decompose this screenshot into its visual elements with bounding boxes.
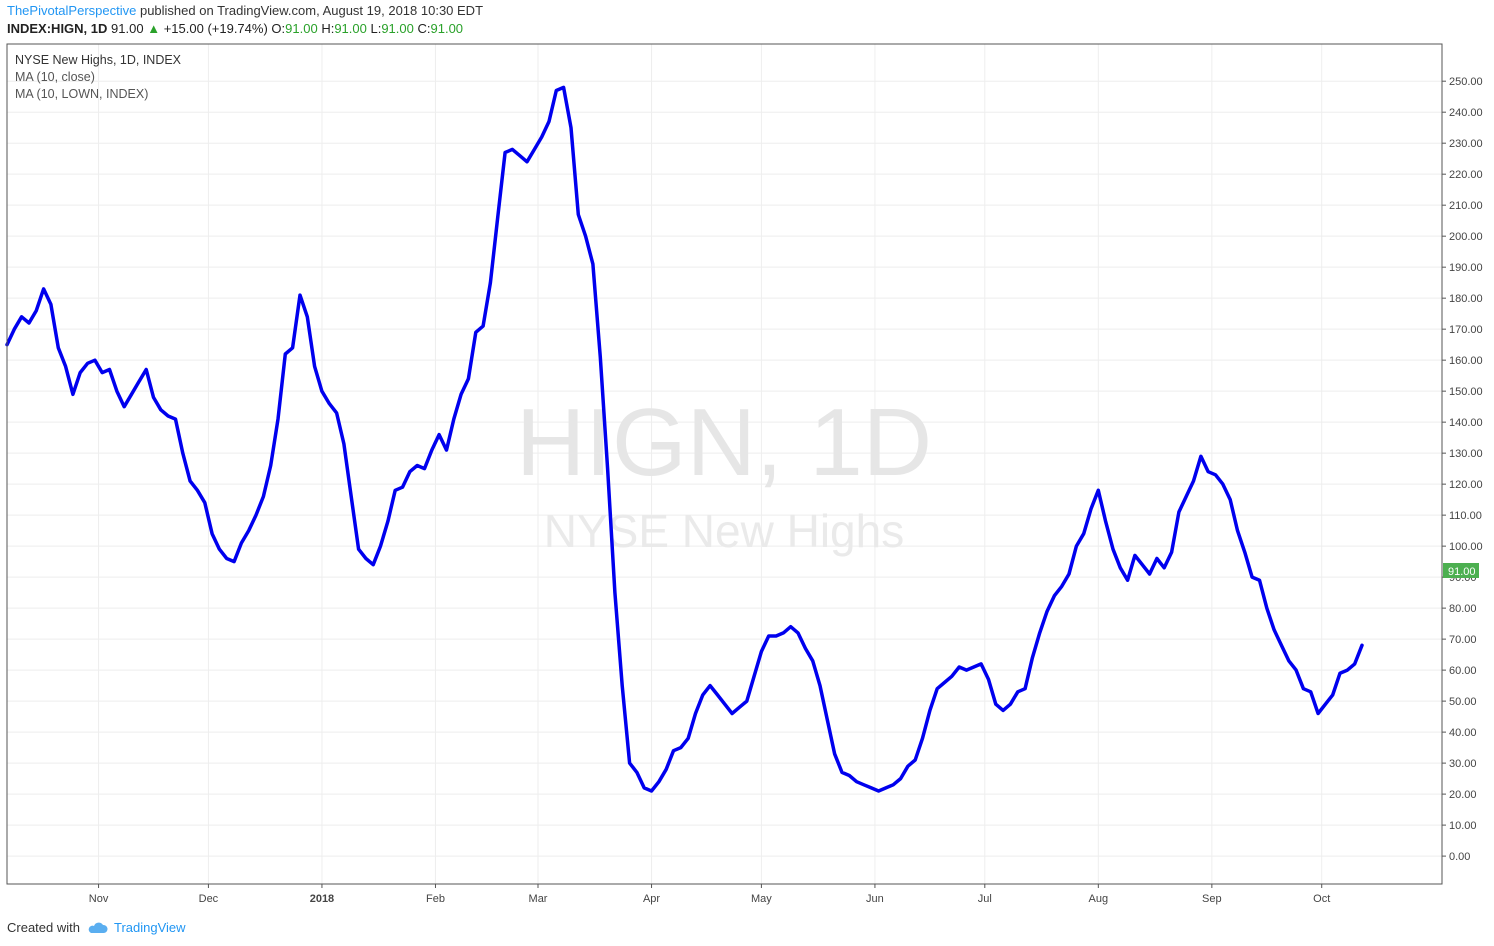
y-tick-label: 150.00 [1449, 386, 1483, 398]
x-tick-label: Apr [643, 893, 660, 905]
open-label: O: [271, 21, 286, 36]
last-price-badge: 91.00 [1443, 563, 1479, 578]
publish-info: ThePivotalPerspective published on Tradi… [7, 3, 483, 18]
y-tick-label: 70.00 [1449, 634, 1477, 646]
price-change: +15.00 (+19.74%) [163, 21, 268, 36]
y-tick-label: 140.00 [1449, 417, 1483, 429]
y-tick-label: 210.00 [1449, 200, 1483, 212]
y-tick-label: 130.00 [1449, 448, 1483, 460]
y-tick-label: 250.00 [1449, 76, 1483, 88]
y-tick-label: 220.00 [1449, 169, 1483, 181]
y-tick-label: 0.00 [1449, 851, 1470, 863]
grid-lines [7, 44, 1442, 884]
x-tick-label: Nov [89, 893, 109, 905]
price-axis[interactable]: 0.00 10.00 20.00 30.00 40.00 50.00 60.00 70.00 8… [1442, 76, 1483, 863]
x-tick-label: May [751, 893, 772, 905]
publish-text: published on TradingView.com, August 19,… [139, 3, 484, 18]
watermark: HIGN, 1D NYSE New Highs [516, 389, 932, 557]
open-value: 91.00 [285, 21, 318, 36]
y-tick-label: 40.00 [1449, 727, 1477, 739]
x-tick-label: Sep [1202, 893, 1222, 905]
author-link[interactable]: ThePivotalPerspective [7, 3, 137, 18]
x-tick-label: Dec [199, 893, 219, 905]
y-tick-label: 20.00 [1449, 789, 1477, 801]
y-tick-label: 30.00 [1449, 758, 1477, 770]
y-tick-label: 100.00 [1449, 541, 1483, 553]
y-tick-label: 230.00 [1449, 138, 1483, 150]
high-label: H: [321, 21, 335, 36]
y-tick-label: 190.00 [1449, 262, 1483, 274]
y-tick-label: 80.00 [1449, 603, 1477, 615]
ma-close-line[interactable] [5, 85, 1364, 793]
y-tick-label: 60.00 [1449, 665, 1477, 677]
y-tick-label: 160.00 [1449, 355, 1483, 367]
x-tick-label: 2018 [310, 893, 334, 905]
footer: Created with TradingView [7, 920, 186, 935]
legend-ma-lown[interactable]: MA (10, LOWN, INDEX) [15, 87, 149, 101]
y-tick-label: 120.00 [1449, 479, 1483, 491]
y-tick-label: 50.00 [1449, 696, 1477, 708]
y-tick-label: 200.00 [1449, 231, 1483, 243]
indicator-legend: NYSE New Highs, 1D, INDEX MA (10, close)… [15, 52, 181, 103]
watermark-symbol: HIGN, 1D [516, 389, 932, 496]
watermark-description: NYSE New Highs [544, 505, 904, 557]
low-label: L: [370, 21, 382, 36]
last-price: 91.00 [111, 21, 144, 36]
tradingview-cloud-icon [88, 922, 108, 933]
legend-main-series[interactable]: NYSE New Highs, 1D, INDEX [15, 53, 182, 67]
series-layer [5, 85, 1364, 793]
legend-ma-close[interactable]: MA (10, close) [15, 70, 95, 84]
x-tick-label: Jul [978, 893, 992, 905]
created-with-text: Created with [7, 920, 80, 935]
last-price-badge-bg [1443, 563, 1479, 578]
up-arrow-icon: ▲ [147, 21, 161, 36]
y-tick-label: 110.00 [1449, 510, 1482, 522]
symbol-label: INDEX:HIGN, 1D [7, 21, 108, 36]
x-tick-label: Mar [529, 893, 548, 905]
last-price-badge-label: 91.00 [1448, 566, 1476, 578]
x-tick-label: Aug [1089, 893, 1109, 905]
y-tick-label: 170.00 [1449, 324, 1483, 336]
time-axis[interactable]: Nov Dec 2018 Feb Mar Apr May Jun Jul Aug Sep Oct [89, 884, 1331, 905]
low-value: 91.00 [381, 21, 414, 36]
ohlc-header: INDEX:HIGN, 1D 91.00 ▲ +15.00 (+19.74%) … [7, 21, 463, 36]
y-tick-label: 240.00 [1449, 107, 1483, 119]
x-tick-label: Oct [1313, 893, 1330, 905]
x-tick-label: Feb [426, 893, 445, 905]
y-tick-label: 10.00 [1449, 820, 1477, 832]
tradingview-link[interactable]: TradingView [113, 920, 186, 935]
high-value: 91.00 [334, 21, 367, 36]
close-value: 91.00 [430, 21, 464, 36]
x-tick-label: Jun [866, 893, 884, 905]
y-tick-label: 180.00 [1449, 293, 1483, 305]
close-label: C: [417, 21, 431, 36]
